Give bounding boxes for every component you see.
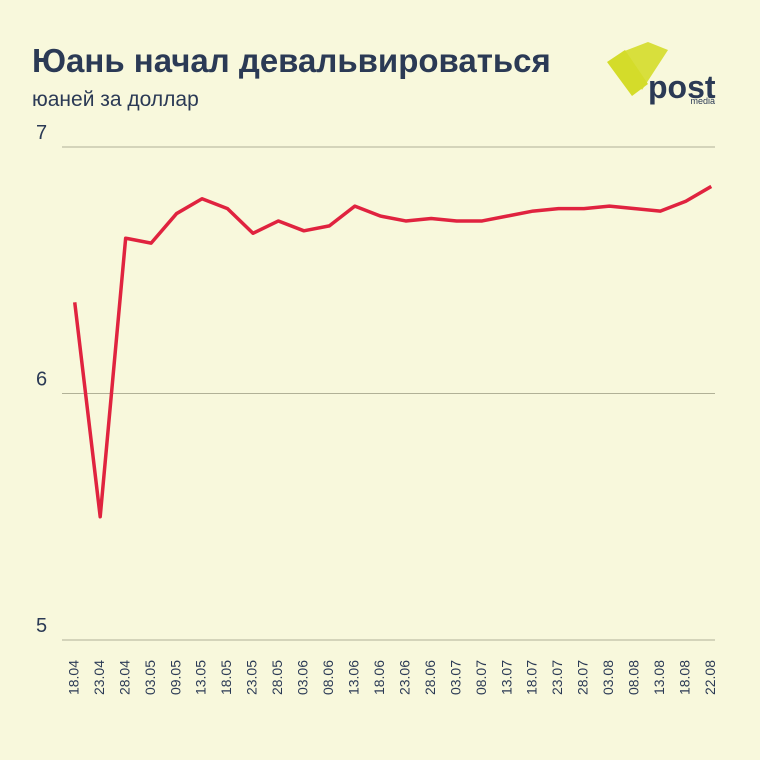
x-tick-label: 08.07	[473, 660, 489, 695]
x-tick-label: 03.06	[295, 660, 311, 695]
x-tick-label: 18.05	[218, 660, 234, 695]
x-tick-label: 03.07	[447, 660, 463, 695]
y-tick-label: 7	[36, 122, 47, 144]
logo-shape	[622, 42, 668, 90]
x-tick-label: 23.04	[91, 660, 107, 695]
chart-subtitle: юаней за доллар	[32, 88, 199, 111]
x-tick-label: 18.08	[677, 660, 693, 695]
x-tick-label: 13.05	[193, 660, 209, 695]
x-tick-label: 28.06	[422, 660, 438, 695]
x-tick-label: 28.07	[575, 660, 591, 695]
x-tick-label: 13.06	[346, 660, 362, 695]
y-tick-label: 5	[36, 615, 47, 637]
logo-sub: media	[690, 96, 715, 106]
x-tick-label: 03.05	[142, 660, 158, 695]
x-tick-label: 13.08	[651, 660, 667, 695]
x-tick-label: 09.05	[167, 660, 183, 695]
chart-title: Юань начал девальвироваться	[32, 42, 551, 79]
x-tick-label: 18.06	[371, 660, 387, 695]
x-tick-label: 28.05	[269, 660, 285, 695]
x-tick-label: 18.07	[524, 660, 540, 695]
x-tick-label: 23.07	[549, 660, 565, 695]
x-tick-label: 08.08	[626, 660, 642, 695]
logo-brand: post	[648, 69, 716, 105]
x-tick-label: 22.08	[702, 660, 718, 695]
x-tick-label: 18.04	[65, 660, 81, 695]
logo: post media	[607, 42, 716, 106]
x-tick-label: 23.05	[244, 660, 260, 695]
x-tick-label: 23.06	[396, 660, 412, 695]
x-tick-label: 03.08	[600, 660, 616, 695]
x-tick-label: 28.04	[116, 660, 132, 695]
x-tick-label: 08.06	[320, 660, 336, 695]
logo-shape	[607, 50, 648, 96]
line-series	[72, 184, 713, 519]
y-tick-label: 6	[36, 369, 47, 391]
x-tick-label: 13.07	[498, 660, 514, 695]
